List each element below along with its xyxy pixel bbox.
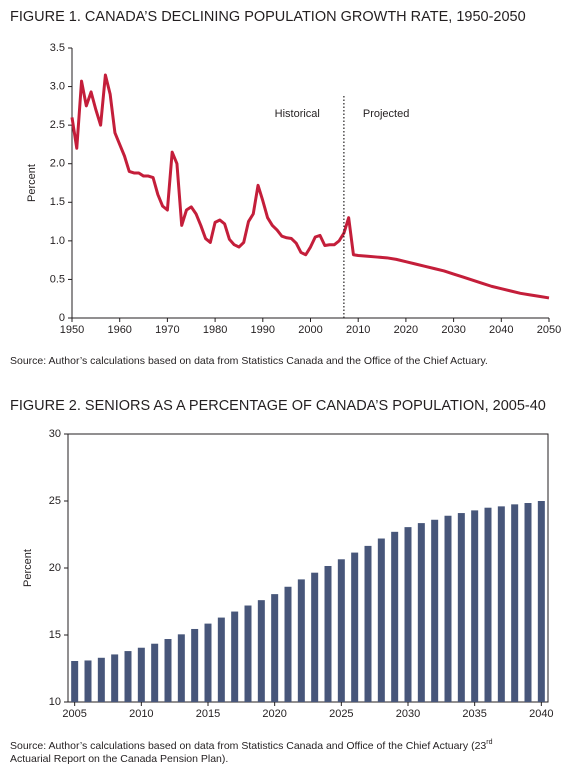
- bar: [537, 501, 545, 702]
- bar: [511, 504, 519, 702]
- y-tick-label: 2.0: [50, 158, 65, 170]
- x-tick-label: 1950: [60, 324, 84, 336]
- bar: [137, 647, 145, 702]
- x-tick-label: 2040: [529, 708, 553, 720]
- x-tick-label: 2040: [489, 324, 513, 336]
- y-axis-label: Percent: [22, 549, 34, 587]
- x-tick-label: 2000: [298, 324, 322, 336]
- x-tick-label: 2035: [462, 708, 486, 720]
- y-tick-label: 25: [49, 495, 61, 507]
- bar: [391, 531, 399, 702]
- source-note: Source: Author’s calculations based on d…: [10, 355, 488, 367]
- x-tick-label: 2020: [262, 708, 286, 720]
- source-note: Source: Author’s calculations based on d…: [10, 739, 493, 752]
- x-tick-label: 2005: [62, 708, 86, 720]
- bar: [257, 600, 265, 702]
- y-tick-label: 3.0: [50, 80, 65, 92]
- bar: [311, 572, 319, 702]
- source-text: Source: Author’s calculations based on d…: [10, 740, 486, 752]
- bar: [497, 506, 505, 702]
- bar: [271, 594, 279, 702]
- bar: [111, 654, 119, 702]
- bar: [364, 545, 372, 702]
- bar: [431, 519, 439, 702]
- bar: [164, 639, 172, 702]
- x-tick-label: 2010: [129, 708, 153, 720]
- bar: [71, 660, 79, 702]
- bar: [177, 634, 185, 702]
- bar: [457, 513, 465, 702]
- bar: [377, 538, 385, 702]
- bar: [217, 617, 225, 702]
- source-note: Actuarial Report on the Canada Pension P…: [10, 753, 228, 765]
- bar: [284, 586, 292, 702]
- bar: [297, 579, 305, 702]
- bar: [337, 559, 345, 702]
- bar: [484, 507, 492, 702]
- bar: [324, 565, 332, 702]
- annotation: Projected: [363, 108, 409, 120]
- x-tick-label: 1960: [107, 324, 131, 336]
- x-tick-label: 2020: [394, 324, 418, 336]
- y-tick-label: 0: [59, 312, 65, 324]
- bar: [231, 611, 239, 702]
- bar: [97, 657, 105, 702]
- bar: [191, 628, 199, 702]
- x-tick-label: 1990: [251, 324, 275, 336]
- bar: [244, 605, 252, 702]
- bar: [351, 552, 359, 702]
- y-tick-label: 0.5: [50, 273, 65, 285]
- bar: [204, 623, 212, 702]
- bar: [151, 643, 159, 702]
- x-tick-label: 2030: [396, 708, 420, 720]
- y-tick-label: 2.5: [50, 119, 65, 131]
- y-tick-label: 20: [49, 562, 61, 574]
- x-tick-label: 1980: [203, 324, 227, 336]
- bar: [124, 651, 132, 702]
- x-tick-label: 2015: [196, 708, 220, 720]
- bar: [404, 527, 412, 702]
- source-superscript: rd: [486, 739, 492, 746]
- x-tick-label: 2010: [346, 324, 370, 336]
- y-axis-label: Percent: [26, 164, 38, 202]
- y-tick-label: 1.5: [50, 196, 65, 208]
- chart-title: FIGURE 1. CANADA’S DECLINING POPULATION …: [10, 9, 526, 25]
- bar: [471, 510, 479, 702]
- data-line: [70, 73, 550, 300]
- x-tick-label: 1970: [155, 324, 179, 336]
- x-tick-label: 2030: [441, 324, 465, 336]
- y-tick-label: 1.0: [50, 235, 65, 247]
- x-tick-label: 2025: [329, 708, 353, 720]
- y-tick-label: 3.5: [50, 42, 65, 54]
- y-tick-label: 15: [49, 629, 61, 641]
- bar: [417, 523, 425, 702]
- bar: [444, 515, 452, 702]
- y-tick-label: 30: [49, 428, 61, 440]
- chart-title: FIGURE 2. SENIORS AS A PERCENTAGE OF CAN…: [10, 398, 546, 414]
- y-tick-label: 10: [49, 696, 61, 708]
- bar: [524, 503, 532, 702]
- bar: [84, 660, 92, 702]
- x-tick-label: 2050: [537, 324, 561, 336]
- annotation: Historical: [275, 108, 320, 120]
